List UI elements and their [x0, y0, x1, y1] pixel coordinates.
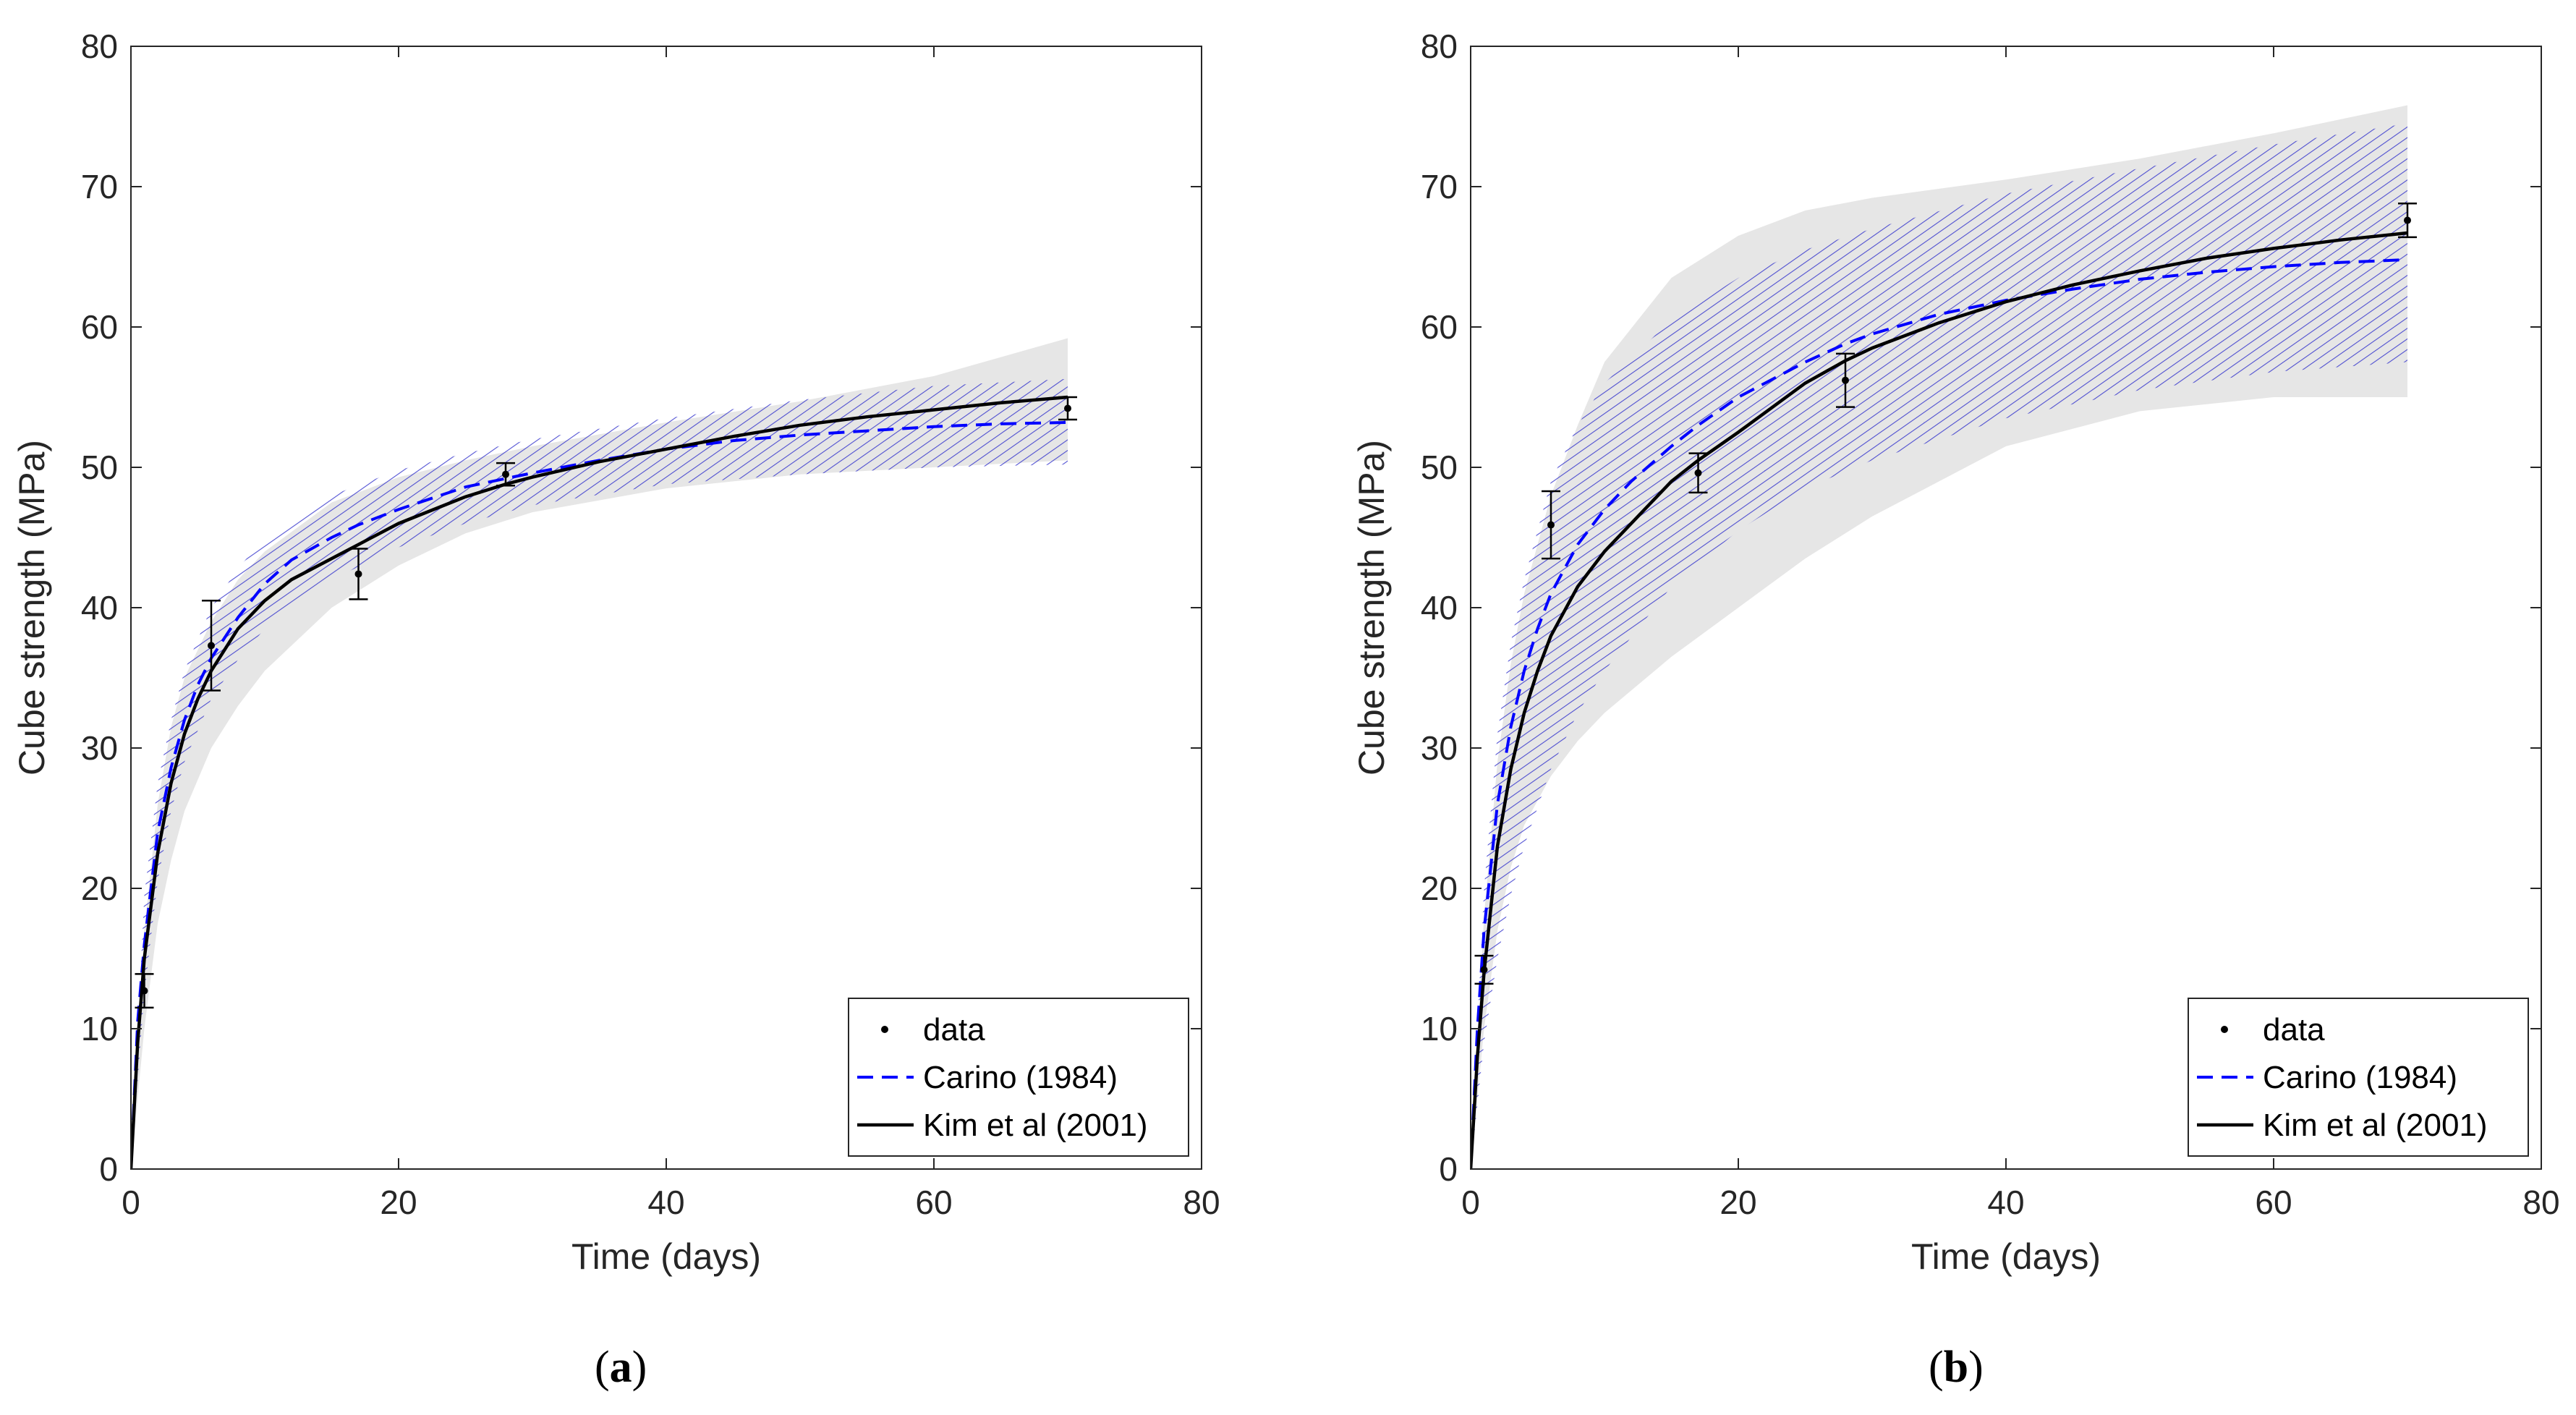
- y-axis-label: Cube strength (MPa): [1351, 440, 1392, 776]
- data-point: [1480, 966, 1488, 974]
- x-tick-label: 60: [2255, 1184, 2292, 1221]
- data-point-group: [496, 462, 515, 487]
- data-point: [502, 470, 509, 478]
- legend-marker-data: [2221, 1026, 2228, 1033]
- series-line-kim: [131, 395, 1068, 1169]
- y-tick-label: 40: [81, 589, 118, 626]
- legend-box: [2188, 998, 2529, 1157]
- y-tick-label: 60: [1421, 308, 1458, 346]
- data-point: [2404, 216, 2411, 224]
- y-tick-label: 70: [81, 168, 118, 205]
- data-point: [1064, 404, 1071, 412]
- y-tick-label: 20: [81, 870, 118, 907]
- confidence-band-carino: [131, 378, 1068, 1169]
- data-point-group: [1542, 490, 1560, 560]
- data-point-group: [1688, 452, 1708, 494]
- data-point: [140, 987, 148, 995]
- legend-label-kim: Kim et al (2001): [2263, 1108, 2488, 1143]
- y-tick-label: 10: [81, 1010, 118, 1048]
- data-point: [1547, 521, 1555, 529]
- y-tick-label: 80: [81, 27, 118, 65]
- legend-marker-data: [881, 1026, 888, 1033]
- y-tick-label: 40: [1421, 589, 1458, 626]
- data-point-group: [1836, 352, 1855, 408]
- data-point: [208, 642, 215, 650]
- y-tick-label: 50: [81, 449, 118, 486]
- y-tick-label: 0: [1439, 1150, 1458, 1188]
- plot-content: [131, 338, 1068, 1169]
- data-point-group: [2398, 203, 2417, 239]
- x-tick-label: 20: [380, 1184, 417, 1221]
- x-tick-label: 80: [2522, 1184, 2559, 1221]
- chart-panel-b: 0 20 40 60 80 0 10 20 30 40 50 60 70 80 Time (days) Cub…: [1351, 27, 2560, 1277]
- series-line-carino: [131, 420, 1068, 1169]
- y-tick-label: 10: [1421, 1010, 1458, 1048]
- x-axis-label: Time (days): [571, 1236, 761, 1277]
- y-tick-label: 70: [1421, 168, 1458, 205]
- legend: data Carino (1984) Kim et al (2001): [848, 998, 1189, 1157]
- y-tick-label: 20: [1421, 870, 1458, 907]
- legend-label-data: data: [923, 1012, 985, 1048]
- panel-label-a: (a): [595, 1343, 647, 1392]
- y-tick-label: 30: [1421, 729, 1458, 767]
- legend-label-carino: Carino (1984): [2263, 1060, 2457, 1095]
- x-axis-label: Time (days): [1911, 1236, 2101, 1277]
- x-tick-label: 40: [1987, 1184, 2024, 1221]
- data-point-group: [202, 600, 221, 692]
- legend-box: [848, 998, 1189, 1157]
- legend: data Carino (1984) Kim et al (2001): [2188, 998, 2529, 1157]
- y-tick-label: 60: [81, 308, 118, 346]
- data-point-group: [1474, 954, 1494, 985]
- y-tick-label: 30: [81, 729, 118, 767]
- x-tick-label: 0: [1461, 1184, 1480, 1221]
- x-tick-label: 20: [1720, 1184, 1756, 1221]
- chart-panel-a: 0 20 40 60 80 0 10 20 30 40 50 60 70 80 Time (days) Cub…: [12, 27, 1220, 1277]
- data-point: [1694, 469, 1702, 477]
- legend-label-kim: Kim et al (2001): [923, 1108, 1148, 1143]
- series-line-carino: [1471, 258, 2408, 1169]
- x-tick-label: 80: [1183, 1184, 1220, 1221]
- legend-label-data: data: [2263, 1012, 2325, 1048]
- x-tick-label: 60: [915, 1184, 952, 1221]
- y-tick-label: 50: [1421, 449, 1458, 486]
- data-point: [354, 570, 362, 578]
- x-tick-label: 0: [122, 1184, 140, 1221]
- confidence-band-carino: [1471, 123, 2407, 1169]
- y-tick-label: 0: [99, 1150, 118, 1188]
- y-axis-label: Cube strength (MPa): [12, 440, 52, 776]
- x-tick-label: 40: [647, 1184, 684, 1221]
- data-point: [1842, 376, 1849, 384]
- data-point-group: [349, 548, 368, 600]
- legend-label-carino: Carino (1984): [923, 1060, 1118, 1095]
- data-point-group: [1058, 396, 1077, 421]
- y-tick-label: 80: [1421, 27, 1458, 65]
- panel-label-b: (b): [1929, 1343, 1984, 1392]
- data-point-group: [135, 973, 154, 1009]
